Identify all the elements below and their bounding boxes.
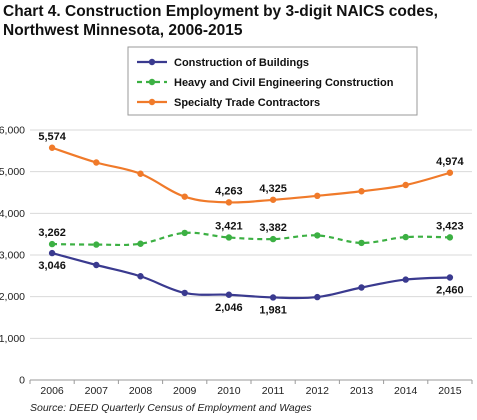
axes: 0 1,000 2,000 3,000 4,000 5,000 6,000 2006 2007 2… xyxy=(0,125,473,397)
source-note: Source: DEED Quarterly Census of Employm… xyxy=(30,402,312,414)
data-label: 5,574 xyxy=(38,131,66,143)
data-point xyxy=(402,233,409,241)
data-label: 3,382 xyxy=(259,222,287,234)
series-line-2 xyxy=(51,146,451,204)
data-point xyxy=(181,229,188,237)
data-point xyxy=(225,234,233,241)
data-label: 4,263 xyxy=(215,185,243,197)
data-label: 3,262 xyxy=(38,227,66,239)
data-point xyxy=(93,261,100,269)
x-tick-label: 2008 xyxy=(129,385,153,397)
data-point xyxy=(402,181,409,189)
data-point xyxy=(446,274,454,281)
data-label: 4,325 xyxy=(259,183,287,195)
legend-label: Heavy and Civil Engineering Construction xyxy=(174,77,394,89)
data-point xyxy=(314,232,321,239)
data-point xyxy=(48,249,56,257)
data-point xyxy=(402,276,409,283)
data-label: 4,974 xyxy=(436,156,464,168)
x-tick-label: 2015 xyxy=(438,385,462,397)
data-point xyxy=(137,273,144,280)
legend-label: Construction of Buildings xyxy=(174,57,309,69)
data-point xyxy=(269,294,277,301)
legend: Construction of Buildings Heavy and Civil… xyxy=(127,46,418,116)
data-point xyxy=(225,199,233,206)
data-label: 3,423 xyxy=(436,220,464,232)
data-point xyxy=(48,240,56,248)
data-point xyxy=(48,144,56,151)
data-point xyxy=(181,193,188,200)
legend-swatch-marker xyxy=(148,58,156,66)
data-point xyxy=(446,234,454,241)
data-point xyxy=(269,235,277,243)
data-point xyxy=(137,240,144,247)
data-point xyxy=(358,188,365,195)
x-tick-label: 2010 xyxy=(217,385,241,397)
x-tick-label: 2011 xyxy=(262,385,285,397)
series-line-0 xyxy=(51,252,450,300)
gridlines xyxy=(30,129,472,339)
legend-label: Specialty Trade Contractors xyxy=(174,97,320,109)
data-labels: 3,046 2,046 1,981 2,460 3,262 3,421 3,382 3,423… xyxy=(38,131,464,317)
data-label: 3,421 xyxy=(215,220,243,232)
x-tick-label: 2013 xyxy=(350,385,374,397)
y-tick-label: 3,000 xyxy=(0,250,25,262)
data-label: 3,046 xyxy=(38,260,66,272)
y-tick-label: 2,000 xyxy=(0,291,25,303)
data-label: 2,460 xyxy=(436,285,464,297)
data-point xyxy=(225,291,233,298)
data-point xyxy=(269,196,277,203)
data-point xyxy=(314,192,321,200)
x-tick-label: 2006 xyxy=(40,385,64,397)
y-tick-label: 0 xyxy=(19,375,25,387)
chart-title-line-2: Northwest Minnesota, 2006-2015 xyxy=(3,22,243,39)
data-point xyxy=(93,241,100,248)
data-point xyxy=(181,289,188,297)
legend-swatch-marker xyxy=(148,78,156,86)
x-tick-label: 2007 xyxy=(85,385,109,397)
x-tick-label: 2009 xyxy=(173,385,197,397)
data-point xyxy=(358,284,365,291)
data-point xyxy=(137,170,144,177)
chart-title-line-1: Chart 4. Construction Employment by 3-di… xyxy=(3,3,438,20)
data-point xyxy=(314,293,321,301)
legend-box xyxy=(127,46,418,116)
data-point xyxy=(446,169,454,176)
y-tick-label: 5,000 xyxy=(0,166,25,178)
data-point xyxy=(358,239,365,247)
y-tick-label: 1,000 xyxy=(0,333,25,345)
data-point xyxy=(93,159,100,166)
y-tick-label: 4,000 xyxy=(0,208,25,220)
x-tick-label: 2014 xyxy=(394,385,418,397)
y-tick-label: 6,000 xyxy=(0,125,25,137)
legend-swatch-marker xyxy=(148,98,156,106)
series-line-1 xyxy=(52,231,450,247)
x-tick-label: 2012 xyxy=(306,385,330,397)
data-label: 2,046 xyxy=(215,302,243,314)
series-lines xyxy=(48,144,454,301)
chart-title: Chart 4. Construction Employment by 3-di… xyxy=(3,2,438,40)
data-label: 1,981 xyxy=(259,304,287,316)
